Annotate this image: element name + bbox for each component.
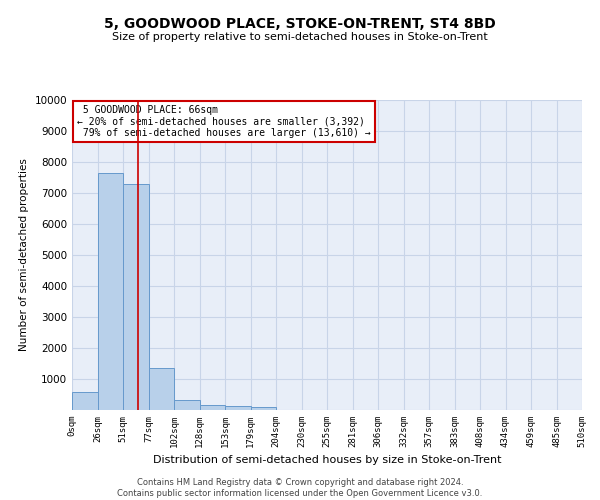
X-axis label: Distribution of semi-detached houses by size in Stoke-on-Trent: Distribution of semi-detached houses by … <box>153 456 501 466</box>
Bar <box>174 400 199 410</box>
Text: 5, GOODWOOD PLACE, STOKE-ON-TRENT, ST4 8BD: 5, GOODWOOD PLACE, STOKE-ON-TRENT, ST4 8… <box>104 18 496 32</box>
Bar <box>199 404 225 410</box>
Bar <box>97 173 123 410</box>
Bar <box>72 392 97 410</box>
Bar <box>149 368 174 410</box>
Text: Size of property relative to semi-detached houses in Stoke-on-Trent: Size of property relative to semi-detach… <box>112 32 488 42</box>
Text: 5 GOODWOOD PLACE: 66sqm
← 20% of semi-detached houses are smaller (3,392)
 79% o: 5 GOODWOOD PLACE: 66sqm ← 20% of semi-de… <box>77 104 371 138</box>
Text: Contains HM Land Registry data © Crown copyright and database right 2024.
Contai: Contains HM Land Registry data © Crown c… <box>118 478 482 498</box>
Bar <box>123 184 149 410</box>
Bar <box>225 406 251 410</box>
Y-axis label: Number of semi-detached properties: Number of semi-detached properties <box>19 158 29 352</box>
Bar <box>251 407 276 410</box>
